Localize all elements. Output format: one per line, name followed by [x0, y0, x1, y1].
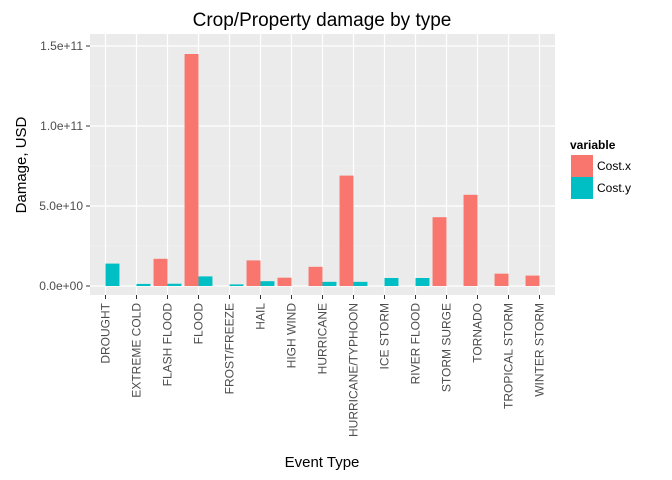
bar-cost-y-flood [198, 276, 213, 286]
x-tick-label: TROPICAL STORM [502, 303, 516, 409]
y-tick-label: 0.0e+00 [39, 279, 83, 293]
y-axis-title: Damage, USD [13, 116, 30, 213]
legend-title: variable [570, 138, 616, 152]
legend-label-cost-y: Cost.y [597, 181, 631, 195]
bar-cost-y-flash-flood [167, 283, 182, 286]
chart-title: Crop/Property damage by type [193, 10, 452, 31]
x-tick-label: HURRICANE/TYPHOON [347, 303, 361, 437]
x-tick-label: WINTER STORM [533, 303, 547, 397]
bar-cost-x-high-wind [277, 277, 292, 286]
bar-cost-x-tropical-storm [494, 273, 509, 286]
bar-cost-x-winter-storm [525, 275, 540, 286]
bar-cost-x-hurricane-typhoon [339, 175, 354, 286]
x-tick-label: HIGH WIND [285, 303, 299, 369]
bar-cost-x-flash-flood [153, 258, 168, 286]
legend-key-cost-x [571, 155, 593, 177]
x-axis-title: Event Type [285, 454, 360, 471]
x-tick-label: FLOOD [192, 303, 206, 345]
y-axis: 0.0e+00 5.0e+10 1.0e+11 1.5e+11 [39, 39, 90, 293]
bar-cost-x-storm-surge [432, 217, 447, 286]
x-axis: DROUGHT EXTREME COLD FLASH FLOOD FLOOD FROST… [99, 295, 547, 437]
bar-cost-y-hurricane-typhoon [353, 281, 368, 286]
bar-cost-y-frost-freeze [229, 284, 244, 286]
y-tick-label: 1.0e+11 [40, 119, 83, 133]
bar-cost-y-hurricane [322, 281, 337, 286]
bar-cost-x-tornado [463, 194, 478, 286]
x-tick-label: HAIL [254, 303, 268, 330]
bar-cost-y-drought [105, 263, 120, 286]
legend-label-cost-x: Cost.x [597, 159, 631, 173]
bars [105, 54, 540, 286]
x-tick-label: FROST/FREEZE [223, 303, 237, 394]
x-tick-label: HURRICANE [316, 303, 330, 374]
bar-cost-x-hail [246, 260, 261, 286]
x-tick-label: DROUGHT [99, 302, 113, 363]
bar-cost-y-river-flood [415, 278, 430, 286]
y-tick-label: 5.0e+10 [39, 199, 83, 213]
bar-cost-y-hail [260, 281, 275, 286]
x-tick-label: FLASH FLOOD [161, 303, 175, 387]
x-tick-label: ICE STORM [378, 303, 392, 369]
bar-cost-y-extreme-cold [136, 283, 151, 286]
bar-cost-y-ice-storm [384, 278, 399, 286]
x-tick-label: STORM SURGE [440, 303, 454, 392]
bar-cost-x-hurricane [308, 266, 323, 286]
legend-key-cost-y [571, 177, 593, 199]
x-tick-label: RIVER FLOOD [409, 303, 423, 385]
legend: variable Cost.x Cost.y [570, 138, 631, 199]
x-tick-label: EXTREME COLD [130, 303, 144, 398]
bar-cost-x-flood [184, 54, 199, 286]
x-tick-label: TORNADO [471, 303, 485, 363]
y-tick-label: 1.5e+11 [40, 39, 83, 53]
